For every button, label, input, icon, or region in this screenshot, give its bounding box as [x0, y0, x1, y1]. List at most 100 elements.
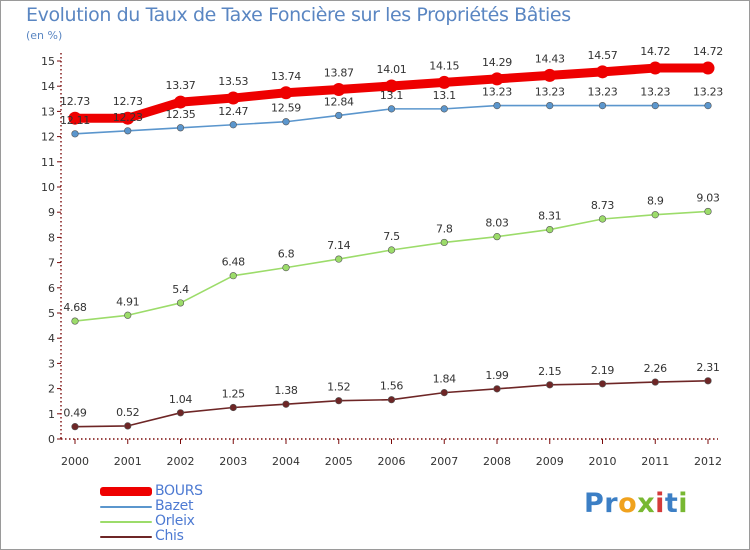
data-point-orleix	[387, 246, 396, 254]
data-point-bours	[596, 65, 609, 79]
data-point-chis	[387, 396, 396, 404]
data-point-chis	[651, 378, 659, 386]
data-label-orleix: 7.14	[327, 239, 351, 252]
data-label-chis: 2.19	[591, 364, 615, 377]
data-label-bazet: 13.23	[640, 86, 670, 99]
y-tick-label: 0	[48, 433, 55, 446]
data-label-chis: 1.04	[169, 393, 193, 406]
data-point-bours	[385, 79, 398, 93]
data-point-bours	[121, 111, 135, 125]
data-label-orleix: 6.8	[278, 248, 295, 261]
data-point-bours	[437, 75, 451, 89]
logo-letter: r	[604, 488, 619, 519]
x-tick-label: 2002	[167, 455, 195, 468]
data-label-orleix: 8.03	[485, 217, 509, 230]
y-tick-label: 2	[48, 383, 55, 396]
data-point-orleix	[229, 272, 237, 280]
data-label-bazet: 13.23	[482, 86, 512, 99]
x-tick-label: 2007	[430, 455, 458, 468]
legend-swatch	[100, 505, 152, 508]
data-label-bazet: 12.23	[113, 111, 143, 124]
x-tick-label: 2003	[219, 455, 247, 468]
data-point-chis	[124, 422, 132, 430]
legend-label: Orleix	[155, 513, 195, 529]
legend-label: BOURS	[155, 483, 203, 499]
y-tick-label: 7	[48, 257, 55, 270]
y-tick-label: 4	[48, 332, 55, 345]
data-point-bazet	[335, 111, 343, 120]
data-label-orleix: 9.03	[696, 191, 720, 204]
data-point-chis	[546, 381, 554, 389]
data-label-bazet: 12.59	[271, 102, 301, 115]
data-label-bours: 13.74	[271, 70, 301, 83]
data-label-bours: 13.53	[218, 75, 248, 88]
data-label-orleix: 8.9	[647, 195, 664, 208]
data-point-bazet	[704, 102, 712, 110]
data-point-orleix	[176, 299, 185, 307]
data-point-chis	[335, 397, 343, 405]
data-label-chis: 1.99	[485, 369, 509, 382]
data-label-bazet: 13.23	[693, 86, 723, 99]
data-label-bours: 14.43	[535, 52, 565, 65]
data-point-chis	[229, 403, 237, 412]
data-label-chis: 1.56	[380, 380, 404, 393]
data-label-bours: 14.57	[588, 49, 618, 62]
data-point-orleix	[335, 255, 343, 263]
data-label-bazet: 12.11	[60, 114, 90, 127]
data-point-orleix	[440, 238, 448, 247]
x-tick-label: 2009	[536, 455, 564, 468]
data-label-chis: 0.49	[63, 407, 87, 420]
data-label-bours: 14.15	[429, 59, 459, 72]
data-point-bazet	[387, 105, 396, 113]
data-label-bazet: 12.35	[166, 108, 196, 121]
x-tick-label: 2008	[483, 455, 511, 468]
logo-letter: x	[637, 488, 656, 519]
chart-title: Evolution du Taux de Taxe Foncière sur l…	[26, 4, 571, 26]
logo-letter: t	[664, 488, 679, 519]
data-point-bazet	[282, 118, 290, 126]
data-label-orleix: 8.31	[538, 210, 561, 223]
y-tick-label: 15	[41, 55, 55, 68]
unit-label: (en %)	[26, 29, 63, 42]
data-label-chis: 1.84	[433, 373, 457, 386]
data-point-orleix	[124, 311, 132, 319]
legend-swatch	[100, 520, 152, 523]
data-point-bours	[543, 68, 557, 82]
data-point-orleix	[71, 317, 79, 325]
data-point-orleix	[282, 264, 290, 272]
data-label-bours: 13.37	[166, 79, 196, 92]
data-label-bazet: 13.23	[535, 86, 565, 99]
data-point-bazet	[71, 130, 79, 138]
data-label-bours: 14.72	[640, 45, 670, 58]
data-point-bours	[648, 61, 662, 75]
data-point-chis	[704, 377, 712, 385]
data-label-bazet: 12.47	[218, 105, 248, 118]
legend-label: Bazet	[155, 498, 194, 514]
logo-letter: i	[655, 488, 665, 519]
x-tick-label: 2004	[272, 455, 300, 468]
data-point-bazet	[440, 105, 448, 113]
data-point-bazet	[546, 102, 554, 110]
y-tick-label: 9	[48, 206, 55, 219]
data-point-bours	[332, 82, 346, 96]
data-point-orleix	[493, 233, 501, 241]
y-tick-label: 10	[41, 181, 55, 194]
data-label-orleix: 4.68	[63, 301, 87, 314]
legend-swatch	[100, 535, 152, 538]
data-label-chis: 1.38	[274, 384, 298, 397]
data-point-chis	[282, 400, 290, 408]
x-tick-label: 2011	[641, 455, 669, 468]
x-tick-label: 2012	[694, 455, 722, 468]
data-label-chis: 1.52	[327, 381, 350, 394]
data-point-chis	[440, 389, 448, 397]
data-point-bours	[226, 91, 240, 105]
y-tick-label: 3	[48, 357, 55, 370]
data-label-bours: 12.73	[60, 95, 90, 108]
x-tick-label: 2010	[589, 455, 617, 468]
data-point-bazet	[229, 121, 237, 129]
data-point-chis	[493, 385, 501, 393]
data-label-orleix: 7.5	[383, 230, 400, 243]
data-label-bours: 14.29	[482, 56, 512, 69]
